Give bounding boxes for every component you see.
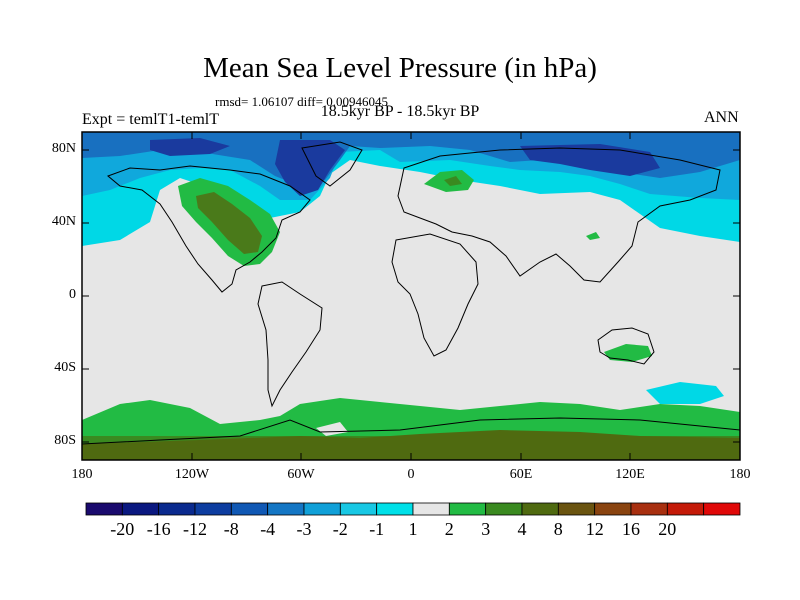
colorbar-swatch xyxy=(703,502,741,516)
antarctica-coast xyxy=(81,417,741,445)
colorbar-label: -12 xyxy=(183,519,207,539)
lon-label-180e: 180 xyxy=(729,467,751,482)
colorbar-label: 8 xyxy=(553,519,563,539)
greenland-low xyxy=(275,140,345,196)
colorbar-label: -2 xyxy=(332,519,348,539)
greenland-coast xyxy=(301,141,363,187)
colorbar-label: -4 xyxy=(260,519,276,539)
period-subtitle: 18.5kyr BP - 18.5kyr BP xyxy=(320,103,480,120)
south-america-coast xyxy=(257,281,323,408)
colorbar-swatch xyxy=(485,502,523,516)
lat-label-80s: 80S xyxy=(54,433,76,448)
colorbar-label: 16 xyxy=(622,519,640,539)
lon-label-120e: 120E xyxy=(615,467,645,482)
north-america-high-core xyxy=(196,192,262,254)
colorbar-swatch xyxy=(594,502,632,516)
colorbar-swatch xyxy=(630,502,668,516)
colorbar-swatch xyxy=(158,502,196,516)
south-pacific-low xyxy=(646,382,724,404)
colorbar-swatch xyxy=(85,502,123,516)
africa-coast xyxy=(391,233,479,357)
colorbar-swatch xyxy=(521,502,559,516)
north-america-coast xyxy=(107,165,311,293)
colorbar-swatch xyxy=(557,502,596,516)
colorbar-label: 12 xyxy=(585,519,604,539)
eurasia-coast xyxy=(397,147,721,283)
season-label: ANN xyxy=(704,109,739,126)
colorbar-swatch xyxy=(121,502,160,516)
colorbar-swatch xyxy=(448,502,487,516)
colorbar-label: 2 xyxy=(444,519,454,539)
colorbar-label: -20 xyxy=(110,519,135,539)
colorbar-label: -8 xyxy=(223,519,239,539)
colorbar-label: 1 xyxy=(408,519,418,539)
colorbar-label: 3 xyxy=(481,519,491,539)
colorbar-swatch xyxy=(230,502,269,516)
colorbar-label: -1 xyxy=(369,519,385,539)
pacific-low xyxy=(150,138,230,156)
lon-label-0: 0 xyxy=(407,467,415,482)
map-title: Mean Sea Level Pressure (in hPa) xyxy=(203,52,597,84)
south-light-patch xyxy=(316,422,348,436)
colorbar-swatch xyxy=(376,502,414,516)
lat-label-80n: 80N xyxy=(51,141,76,156)
axis-ticks xyxy=(81,132,741,460)
scandinavia-high-core xyxy=(444,176,462,186)
colorbar-swatch xyxy=(194,502,232,516)
colorbar-label: -16 xyxy=(146,519,171,539)
lat-label-0: 0 xyxy=(69,287,76,302)
lon-label-60e: 60E xyxy=(509,467,533,482)
coastlines xyxy=(81,141,741,445)
colorbar-swatch xyxy=(267,502,305,516)
colorbar xyxy=(85,502,741,516)
lon-label-120w: 120W xyxy=(174,467,210,482)
colorbar-swatch xyxy=(303,502,341,516)
australia-coast xyxy=(597,327,655,365)
colorbar-label: 20 xyxy=(658,519,677,539)
colorbar-swatch xyxy=(339,502,378,516)
experiment-label: Expt = temlT1-temlT xyxy=(82,111,219,128)
colorbar-swatch xyxy=(666,502,705,516)
stats-line: rmsd= 1.06107 diff= 0.00946045 xyxy=(215,94,388,109)
central-asia-high xyxy=(586,232,600,240)
lat-label-40s: 40S xyxy=(54,360,76,375)
colorbar-swatch xyxy=(412,502,450,516)
siberia-low xyxy=(520,144,660,176)
colorbar-label: -3 xyxy=(296,519,312,539)
lon-label-60w: 60W xyxy=(287,467,315,482)
lon-label-180w: 180 xyxy=(71,467,93,482)
antarctic-strong xyxy=(82,430,740,460)
lat-label-40n: 40N xyxy=(51,214,76,229)
colorbar-label: 4 xyxy=(517,519,527,539)
australia-high xyxy=(604,344,652,362)
